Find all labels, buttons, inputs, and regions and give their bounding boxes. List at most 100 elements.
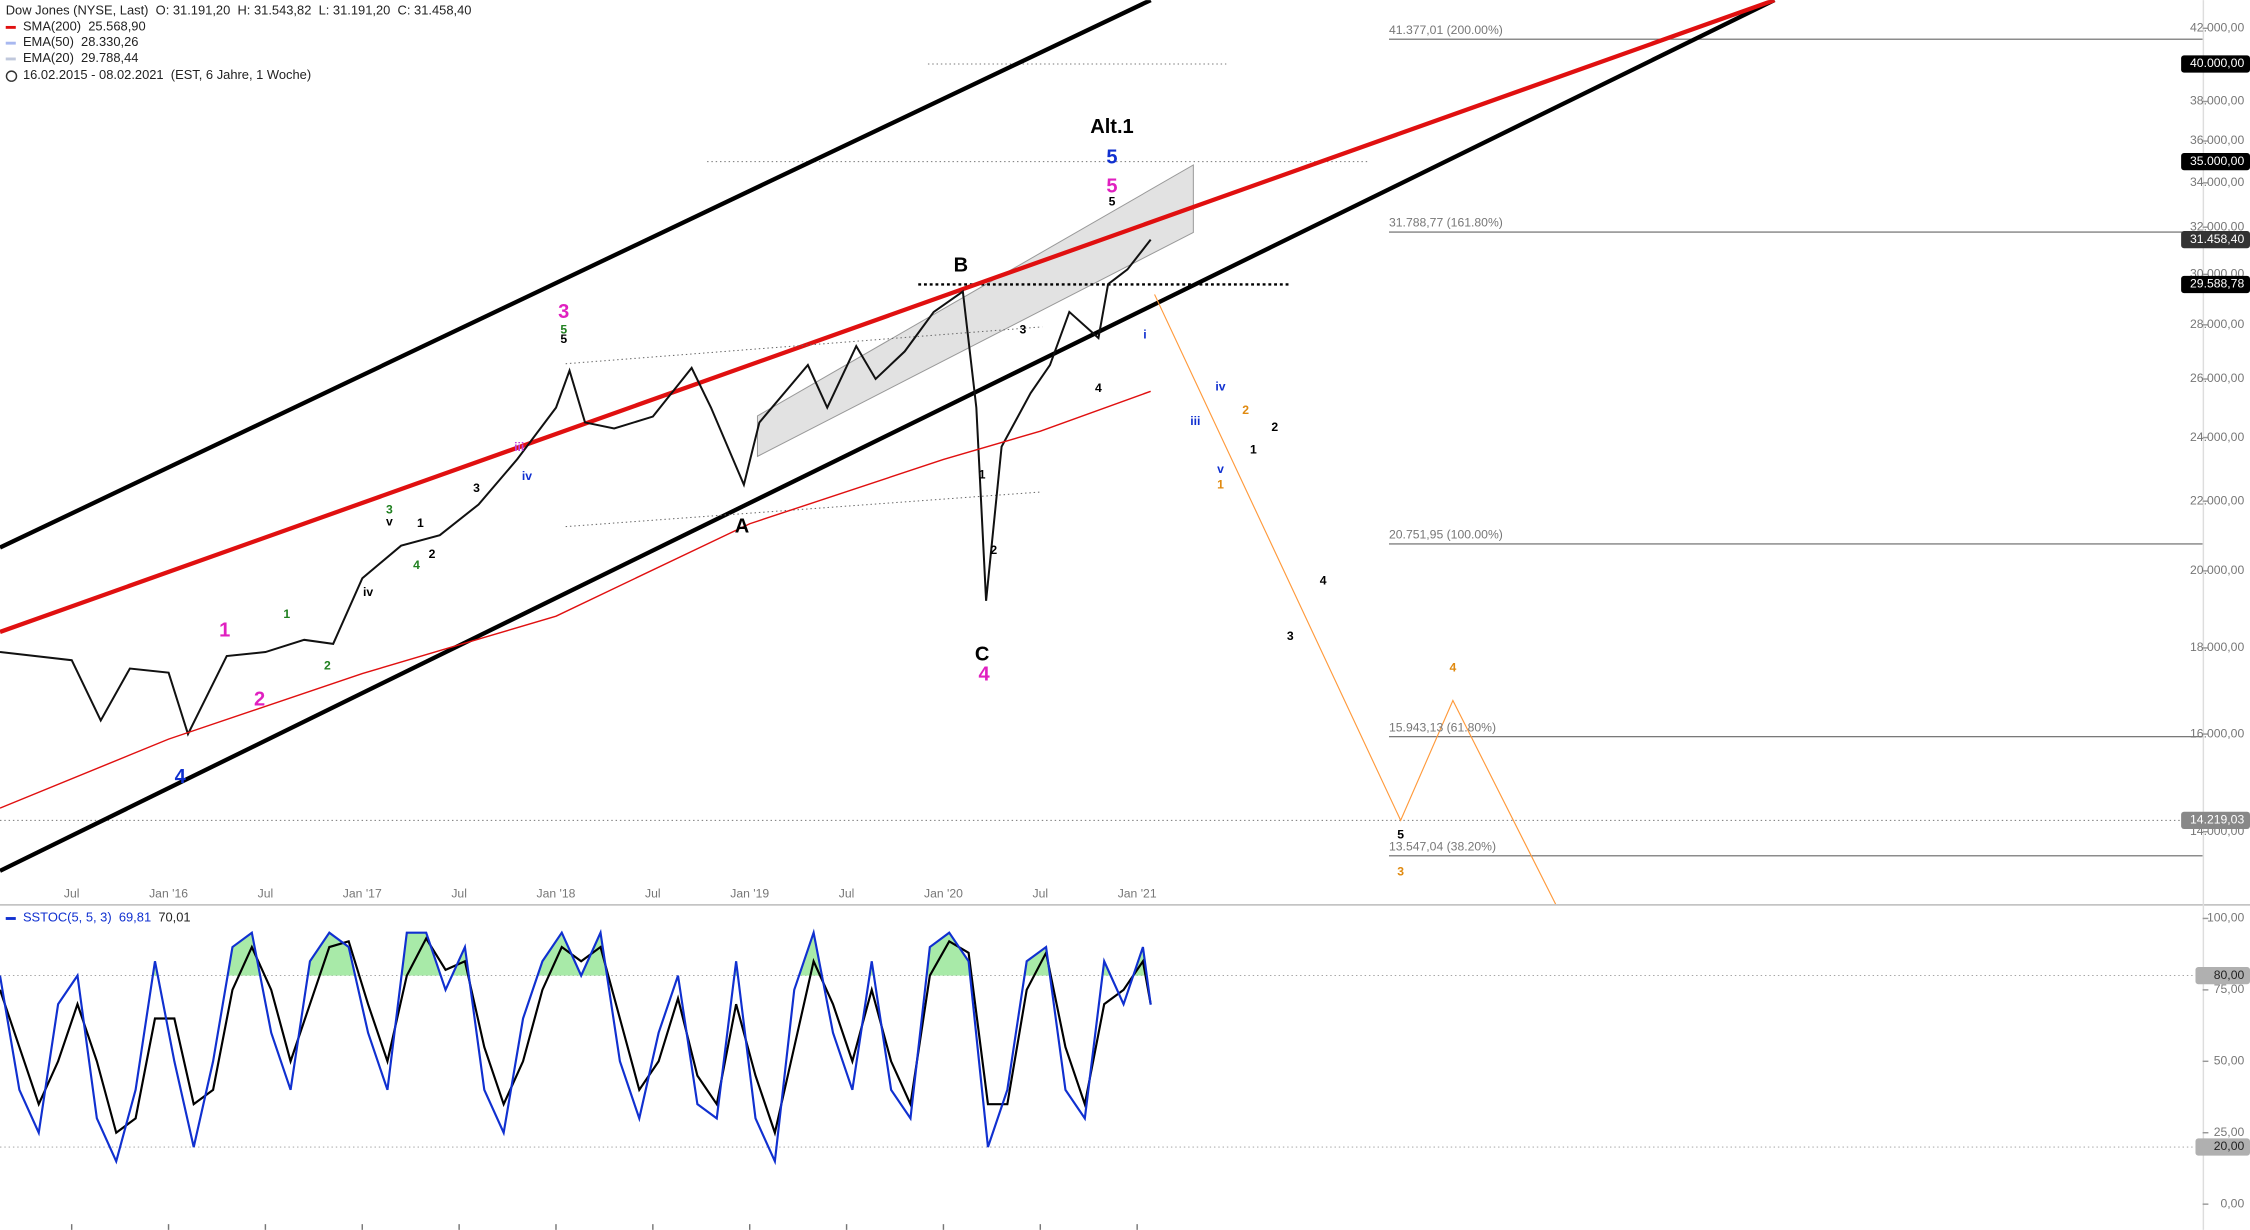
- level-badge: [2195, 966, 2250, 985]
- legend-value: 29.788,44: [81, 50, 138, 65]
- stoch-line: [0, 936, 1152, 1137]
- clock-icon: [5, 70, 18, 82]
- legend-value: 28.330,26: [81, 35, 138, 50]
- x-tick-label: Jul: [1033, 886, 1049, 900]
- price-badge-label: 35.000,00: [2190, 154, 2244, 168]
- wave-label: Alt.1: [1090, 116, 1134, 138]
- legend-entry: EMA(50) 28.330,26: [23, 35, 139, 50]
- price-badge: [2181, 231, 2250, 249]
- trendline: [0, 0, 1776, 634]
- indicator-line: [0, 390, 1151, 809]
- wave-label: 4: [413, 558, 420, 572]
- fib-label: 41.377,01 (200.00%): [1389, 23, 1503, 37]
- fib-label: 31.788,77 (161.80%): [1389, 216, 1503, 230]
- x-tick-label: Jan '16: [149, 886, 188, 900]
- wave-label: A: [735, 516, 749, 538]
- wave-label: 3: [386, 502, 393, 516]
- y-tick-label: 75,00: [2214, 982, 2245, 996]
- wave-label: 1: [1250, 442, 1257, 456]
- y-tick-label: 36.000,00: [2190, 133, 2244, 147]
- legend-entry: SMA(200) 25.568,90: [23, 19, 146, 34]
- wave-label: 2: [429, 547, 436, 561]
- wave-label: 2: [1271, 420, 1278, 434]
- wave-label: B: [954, 255, 969, 277]
- price-badge: [2181, 811, 2250, 829]
- wave-label: 4: [1095, 381, 1102, 395]
- title: Dow Jones (NYSE, Last): [6, 3, 149, 18]
- wave-label: 5: [560, 332, 567, 346]
- legend-name: SMA(200): [23, 19, 81, 34]
- x-tick-label: Jan '18: [537, 886, 576, 900]
- legend-name: EMA(50): [23, 35, 74, 50]
- legend-value: 69,81: [119, 910, 151, 925]
- x-tick-label: Jul: [258, 886, 274, 900]
- wave-label: 4: [1320, 573, 1327, 587]
- legend-value: 25.568,90: [88, 19, 145, 34]
- trendline: [1154, 294, 1557, 905]
- ohlc: O: 31.191,20: [156, 3, 231, 18]
- wave-label: 2: [990, 543, 997, 557]
- y-tick-label: 0,00: [2221, 1196, 2245, 1210]
- level-badge: [2195, 1138, 2250, 1156]
- y-tick-label: 22.000,00: [2190, 493, 2244, 507]
- stoch-line: [0, 928, 1152, 1166]
- legend-name: EMA(20): [23, 50, 74, 65]
- channel: [756, 164, 1194, 458]
- ohlc: H: 31.543,82: [237, 3, 311, 18]
- y-tick-label: 24.000,00: [2190, 430, 2244, 444]
- wave-label: 3: [1287, 629, 1294, 643]
- level-badge-label: 80,00: [2214, 968, 2245, 982]
- wave-label: 5: [1106, 175, 1117, 197]
- wave-label: 4: [175, 766, 187, 788]
- x-tick-label: Jul: [451, 886, 467, 900]
- wave-label: iv: [1215, 380, 1225, 394]
- trendline: [0, 0, 1776, 873]
- fib-label: 20.751,95 (100.00%): [1389, 528, 1503, 542]
- wave-label: iii: [514, 440, 524, 454]
- y-tick-label: 26.000,00: [2190, 371, 2244, 385]
- fib-label: 13.547,04 (38.20%): [1389, 839, 1496, 853]
- overbought-fill: [0, 932, 1151, 976]
- wave-label: 3: [1397, 865, 1404, 879]
- wave-label: 1: [417, 516, 424, 530]
- price-badge-label: 31.458,40: [2190, 232, 2244, 246]
- x-tick-label: Jul: [645, 886, 661, 900]
- wave-label: 4: [1450, 661, 1457, 675]
- x-tick-label: Jan '17: [343, 886, 382, 900]
- y-tick-label: 16.000,00: [2190, 726, 2244, 740]
- wave-label: v: [1217, 462, 1224, 476]
- ohlc: L: 31.191,20: [319, 3, 391, 18]
- wave-label: 3: [558, 301, 569, 323]
- legend-value: 70,01: [158, 910, 190, 925]
- wave-label: 5: [1397, 828, 1404, 842]
- wave-label: 5: [560, 322, 567, 336]
- date-info: 16.02.2015 - 08.02.2021 (EST, 6 Jahre, 1 …: [23, 68, 311, 83]
- x-tick-label: Jan '21: [1118, 886, 1157, 900]
- price-badge: [2181, 55, 2250, 73]
- price-line: [0, 239, 1152, 737]
- wave-label: 2: [1242, 403, 1249, 417]
- wave-label: iv: [363, 585, 373, 599]
- y-tick-label: 28.000,00: [2190, 317, 2244, 331]
- x-tick-label: Jul: [64, 886, 80, 900]
- fib-label: 15.943,13 (61.80%): [1389, 720, 1496, 734]
- trendline: [565, 491, 1043, 528]
- y-tick-label: 38.000,00: [2190, 94, 2244, 108]
- legend-entry: EMA(20) 29.788,44: [23, 50, 139, 65]
- y-tick-label: 42.000,00: [2190, 21, 2244, 35]
- y-tick-label: 18.000,00: [2190, 640, 2244, 654]
- date-range: 16.02.2015 - 08.02.2021: [23, 68, 164, 83]
- y-tick-label: 50,00: [2214, 1054, 2245, 1068]
- header: Dow Jones (NYSE, Last) O: 31.191,20 H: 31.…: [6, 3, 472, 18]
- wave-label: 1: [979, 467, 986, 481]
- price-badge-label: 14.219,03: [2190, 813, 2244, 827]
- overbought-area: [0, 932, 1151, 976]
- trendline: [0, 0, 1152, 550]
- wave-label: 1: [283, 607, 290, 621]
- stoch-panel: [0, 928, 2203, 1166]
- wave-label: 3: [473, 481, 480, 495]
- x-tick-label: Jan '20: [924, 886, 963, 900]
- price-badge-label: 40.000,00: [2190, 56, 2244, 70]
- wave-label: 2: [324, 659, 331, 673]
- price-badge: [2181, 275, 2250, 294]
